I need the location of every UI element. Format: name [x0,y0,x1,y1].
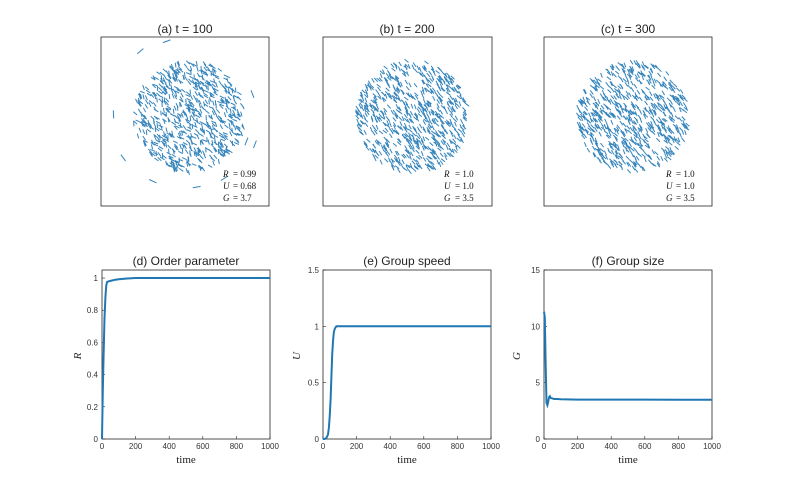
stat-b-g-value: = 3.5 [455,193,474,203]
panel-d-xlabel: time [176,454,196,466]
y-tick-label: 0.4 [87,371,99,380]
x-tick-label: 0 [542,442,547,451]
x-tick-label: 600 [638,442,652,451]
panel-e-frame [322,269,492,440]
y-tick-label: 0 [536,435,541,444]
panel-e: (e) Group speed 0 200 400 600 800 1000 0 0.5 1 1.… [291,254,500,466]
panel-f-xlabel: time [618,454,638,466]
y-tick-label: 5 [536,379,541,388]
panel-f: (f) Group size 0 200 400 600 800 1000 0 5 10 15 t… [511,254,721,466]
x-tick-label: 800 [230,442,244,451]
stat-a-u-value: = 0.68 [233,181,257,191]
panel-e-xlabel: time [397,454,417,466]
panel-e-ticks: 0 200 400 600 800 1000 0 0.5 1 1.5 [308,266,501,451]
stat-b-u-value: = 1.0 [455,181,474,191]
y-tick-label: 0.2 [87,403,99,412]
panel-b: (b) t = 200 R = 1.0 U = 1.0 G = 3.5 [322,22,493,207]
panel-f-frame [543,269,713,440]
panel-d: (d) Order parameter 0 200 400 600 800 1000 0 0.… [72,254,279,466]
y-tick-label: 10 [531,322,540,331]
y-tick-label: 0.5 [308,379,320,388]
stat-a-u-label: U [223,181,230,191]
y-tick-label: 0.6 [87,338,99,347]
panel-f-ylabel: G [511,352,523,360]
x-tick-label: 800 [451,442,465,451]
panel-b-title: (b) t = 200 [379,22,434,36]
series-line-group-speed [323,325,491,440]
stat-c-g-value: = 3.5 [676,193,695,203]
x-tick-label: 800 [672,442,686,451]
x-tick-label: 0 [321,442,326,451]
y-tick-label: 1.5 [308,266,320,275]
panel-c-frame [543,36,713,207]
stat-b-u-label: U [444,181,451,191]
x-tick-label: 400 [605,442,619,451]
panel-d-frame [101,269,271,440]
panel-e-title: (e) Group speed [363,254,450,268]
x-tick-label: 200 [129,442,143,451]
stat-c-r-value: = 1.0 [676,169,695,179]
x-tick-label: 1000 [261,442,279,451]
y-tick-label: 0 [315,435,320,444]
x-tick-label: 400 [163,442,177,451]
panel-a-title: (a) t = 100 [157,22,212,36]
panel-a: (a) t = 100 R = 0.99 U = 0.68 G = 3.7 [100,22,270,207]
stat-b-r-label: R [443,169,450,179]
series-line-group-size [543,311,712,409]
x-tick-label: 200 [350,442,364,451]
panel-e-ylabel: U [291,351,303,360]
y-tick-label: 15 [531,266,540,275]
panel-f-title: (f) Group size [592,254,665,268]
x-tick-label: 600 [196,442,210,451]
x-tick-label: 1000 [703,442,721,451]
stat-b-g-label: G [444,193,451,203]
stat-c-r-label: R [665,169,672,179]
stat-a-r-value: = 0.99 [233,169,257,179]
y-tick-label: 1 [315,322,320,331]
swarm-a [112,39,257,189]
stat-c-g-label: G [666,193,673,203]
stat-c-u-label: U [666,181,673,191]
panel-c: (c) t = 300 R = 1.0 U = 1.0 G = 3.5 [543,22,713,207]
x-tick-label: 1000 [482,442,500,451]
stat-c-u-value: = 1.0 [676,181,695,191]
series-line-order-parameter [101,277,270,440]
x-tick-label: 600 [417,442,431,451]
stat-a-r-label: R [222,169,229,179]
swarm-b [355,58,470,174]
panel-d-title: (d) Order parameter [133,254,240,268]
x-tick-label: 400 [384,442,398,451]
swarm-particles [355,58,470,174]
x-tick-label: 200 [571,442,585,451]
y-tick-label: 0.8 [87,306,99,315]
y-tick-label: 1 [94,274,99,283]
swarm-particles [112,39,257,189]
swarm-particles [576,59,690,174]
panel-c-title: (c) t = 300 [601,22,656,36]
y-tick-label: 0 [94,435,99,444]
panel-d-ylabel: R [72,352,84,360]
x-tick-label: 0 [100,442,105,451]
swarm-c [576,59,690,174]
stat-a-g-value: = 3.7 [233,193,252,203]
stat-a-g-label: G [223,193,230,203]
stat-b-r-value: = 1.0 [455,169,474,179]
panel-f-ticks: 0 200 400 600 800 1000 0 5 10 15 [531,266,721,451]
